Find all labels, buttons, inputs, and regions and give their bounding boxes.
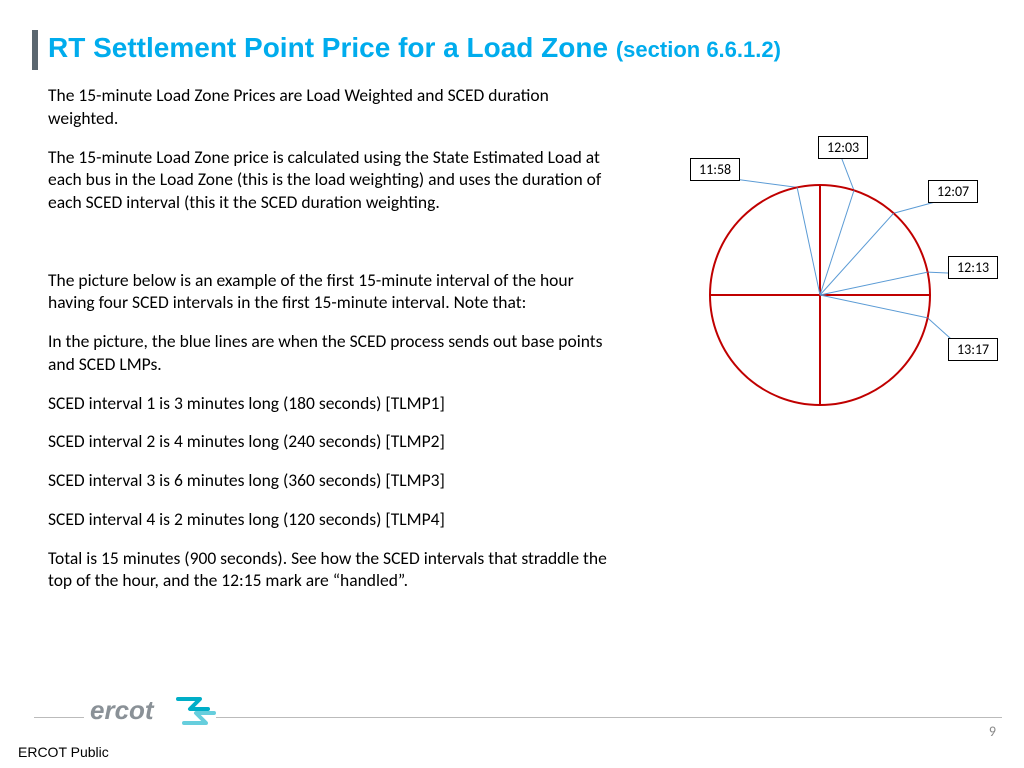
body-paragraph: The 15-minute Load Zone price is calcula… [48,146,608,214]
time-label: 12:13 [948,256,998,279]
logo-bolt-icon [178,699,214,723]
body-paragraph: In the picture, the blue lines are when … [48,330,608,376]
slide: RT Settlement Point Price for a Load Zon… [0,0,1024,768]
body-text: The 15-minute Load Zone Prices are Load … [48,84,608,608]
body-paragraph: Total is 15 minutes (900 seconds). See h… [48,547,608,593]
time-label: 12:07 [928,180,978,203]
body-paragraph: SCED interval 1 is 3 minutes long (180 s… [48,392,608,415]
clock-diagram: 11:58 12:03 12:07 12:13 13:17 [640,130,1000,450]
footer-rule-left [34,717,84,718]
logo-text: ercot [90,695,155,725]
time-label: 11:58 [690,158,740,181]
title-accent-bar [32,30,38,70]
body-paragraph: The picture below is an example of the f… [48,269,608,315]
ercot-logo: ercot [90,693,216,734]
footer-rule-right [216,717,1002,718]
time-label: 13:17 [948,338,998,361]
title-main: RT Settlement Point Price for a Load Zon… [48,32,616,63]
slide-title: RT Settlement Point Price for a Load Zon… [48,32,781,64]
body-paragraph: The 15-minute Load Zone Prices are Load … [48,84,608,130]
title-subsection: (section 6.6.1.2) [616,37,781,62]
body-paragraph: SCED interval 4 is 2 minutes long (120 s… [48,508,608,531]
footer-classification: ERCOT Public [18,744,109,760]
body-paragraph: SCED interval 2 is 4 minutes long (240 s… [48,430,608,453]
body-paragraph [48,230,608,253]
body-paragraph: SCED interval 3 is 6 minutes long (360 s… [48,469,608,492]
page-number: 9 [989,723,996,740]
time-label: 12:03 [818,136,868,159]
